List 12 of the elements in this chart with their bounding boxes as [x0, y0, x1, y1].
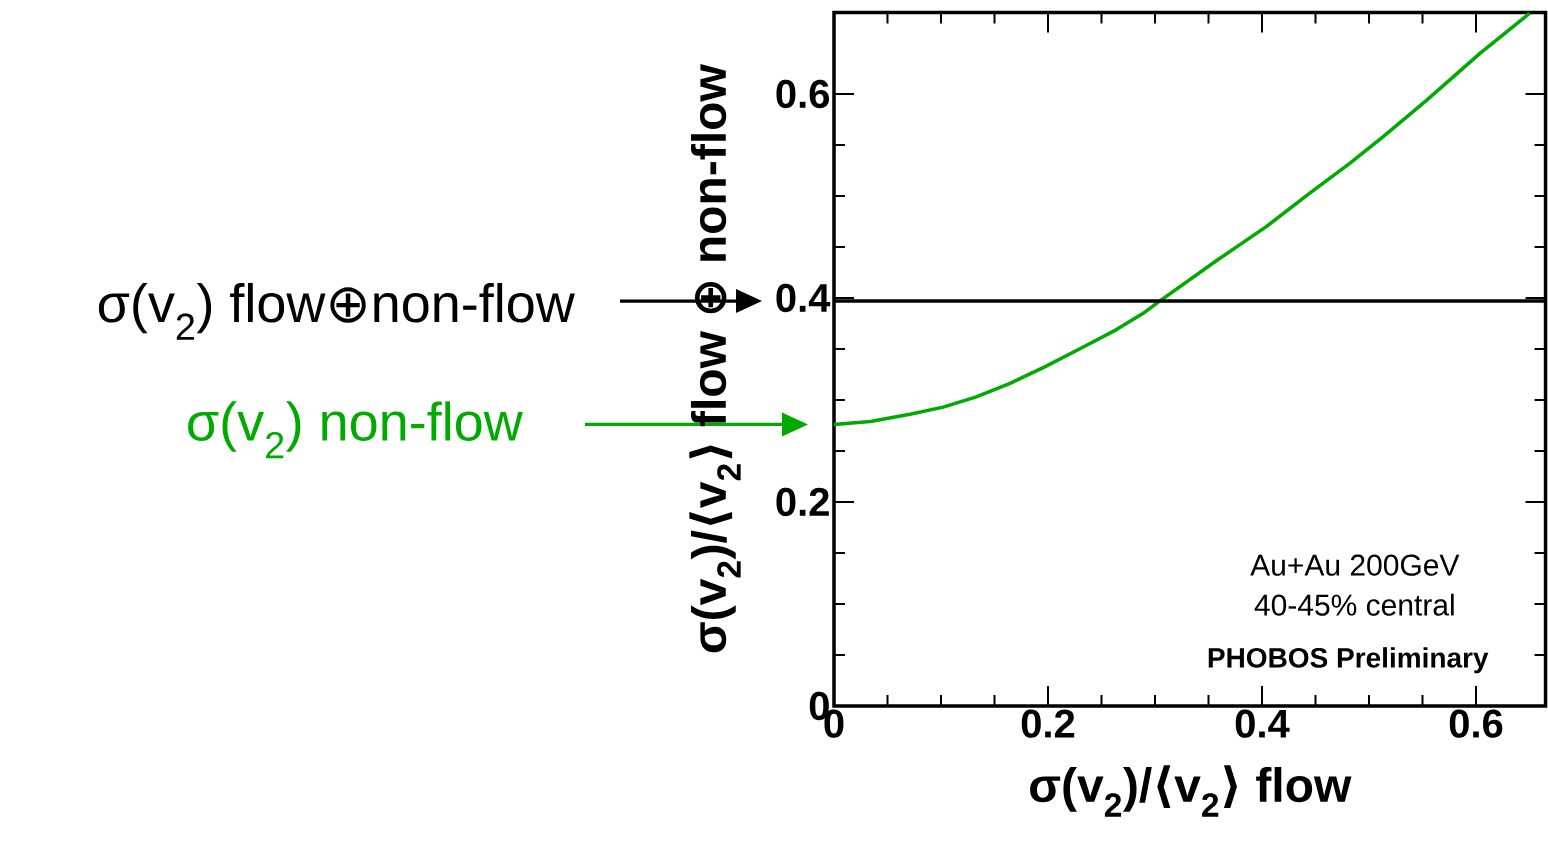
legend-label: σ(v$_{2}$) non-flow: [188, 401, 523, 459]
x-tick-label: 0.4: [1235, 709, 1290, 738]
x-axis-title: σ(v$_{2}$)/⟨v$_{2}$⟩ flow: [1030, 765, 1352, 817]
annotation: PHOBOS Preliminary: [1208, 647, 1489, 674]
y-tick-label: 0.4: [776, 283, 831, 313]
y-tick-label: 0.6: [776, 79, 830, 109]
annotation: Au+Au 200GeV: [1250, 554, 1460, 576]
x-tick-label: 0.6: [1449, 709, 1503, 738]
y-tick-label: 0.2: [776, 487, 829, 517]
ref-line-label: σ(v$_{2}$) flow⊕non-flow: [98, 282, 575, 340]
annotation: 40-45% central: [1254, 593, 1454, 616]
x-tick-label: 0.2: [1021, 709, 1075, 738]
